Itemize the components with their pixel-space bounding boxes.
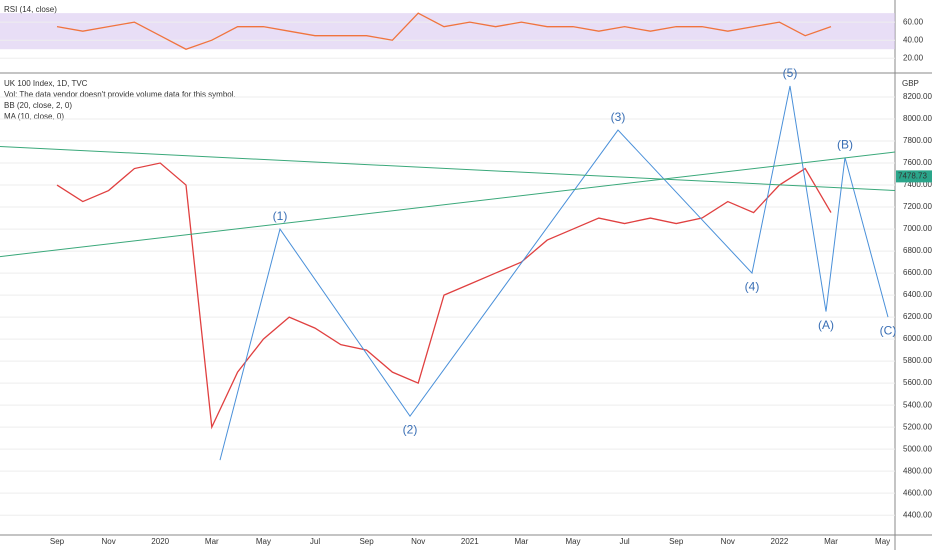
x-tick-label: Sep (50, 537, 65, 546)
y-tick-label: 6400.00 (903, 290, 932, 299)
wave-label: (1) (273, 209, 288, 223)
x-tick-label: 2021 (461, 537, 479, 546)
price-line (56, 12, 832, 50)
wave-label: (2) (403, 422, 418, 436)
x-tick-label: Jul (619, 537, 629, 546)
y-tick-label: 40.00 (903, 35, 924, 44)
x-tick-label: Mar (515, 537, 529, 546)
last-price-box (896, 170, 932, 183)
rsi-band (0, 13, 895, 50)
y-tick-label: 7800.00 (903, 136, 932, 145)
x-tick-label: May (565, 537, 580, 546)
x-tick-label: Mar (205, 537, 219, 546)
trend-line (0, 151, 896, 258)
y-tick-label: 6600.00 (903, 268, 932, 277)
x-tick-label: Nov (721, 537, 735, 546)
note: MA (10, close, 0) (4, 112, 64, 121)
y-tick-label: 20.00 (903, 53, 924, 62)
y-tick-label: 5000.00 (903, 444, 932, 453)
y-tick-label: 6200.00 (903, 312, 932, 321)
price-line (56, 162, 832, 430)
y-tick-label: 4600.00 (903, 488, 932, 497)
wave-label: (A) (818, 318, 834, 332)
wave-label: (5) (783, 66, 798, 80)
trend-line (0, 146, 896, 192)
wave-path (219, 85, 889, 461)
y-tick-label: 8200.00 (903, 92, 932, 101)
x-tick-label: May (875, 537, 890, 546)
y-tick-label: 6000.00 (903, 334, 932, 343)
main-title: UK 100 Index, 1D, TVC (4, 79, 88, 88)
x-tick-label: Sep (669, 537, 684, 546)
y-tick-label: 5800.00 (903, 356, 932, 365)
x-tick-label: Sep (359, 537, 374, 546)
x-tick-label: Jul (310, 537, 320, 546)
wave-label: (3) (611, 110, 626, 124)
currency: GBP (902, 79, 919, 88)
wave-label: (4) (745, 279, 760, 293)
y-tick-label: 4800.00 (903, 466, 932, 475)
y-tick-label: 7600.00 (903, 158, 932, 167)
x-tick-label: May (256, 537, 271, 546)
x-tick-label: Nov (101, 537, 115, 546)
rsi-title: RSI (14, close) (4, 5, 57, 14)
wave-label: (B) (837, 138, 853, 152)
note: Vol: The data vendor doesn't provide vol… (4, 90, 236, 99)
y-tick-label: 7000.00 (903, 224, 932, 233)
y-tick-label: 6800.00 (903, 246, 932, 255)
y-tick-label: 7200.00 (903, 202, 932, 211)
y-tick-label: 60.00 (903, 17, 924, 26)
y-tick-label: 5200.00 (903, 422, 932, 431)
y-tick-label: 7400.00 (903, 180, 932, 189)
wave-label: (C) (880, 323, 897, 337)
note: BB (20, close, 2, 0) (4, 101, 72, 110)
y-tick-label: 5600.00 (903, 378, 932, 387)
x-tick-label: 2020 (151, 537, 169, 546)
last-price-label: 7478.73 (898, 171, 927, 180)
x-tick-label: Mar (824, 537, 838, 546)
y-tick-label: 5400.00 (903, 400, 932, 409)
y-tick-label: 4400.00 (903, 510, 932, 519)
y-tick-label: 8000.00 (903, 114, 932, 123)
x-tick-label: Nov (411, 537, 425, 546)
x-tick-label: 2022 (771, 537, 789, 546)
